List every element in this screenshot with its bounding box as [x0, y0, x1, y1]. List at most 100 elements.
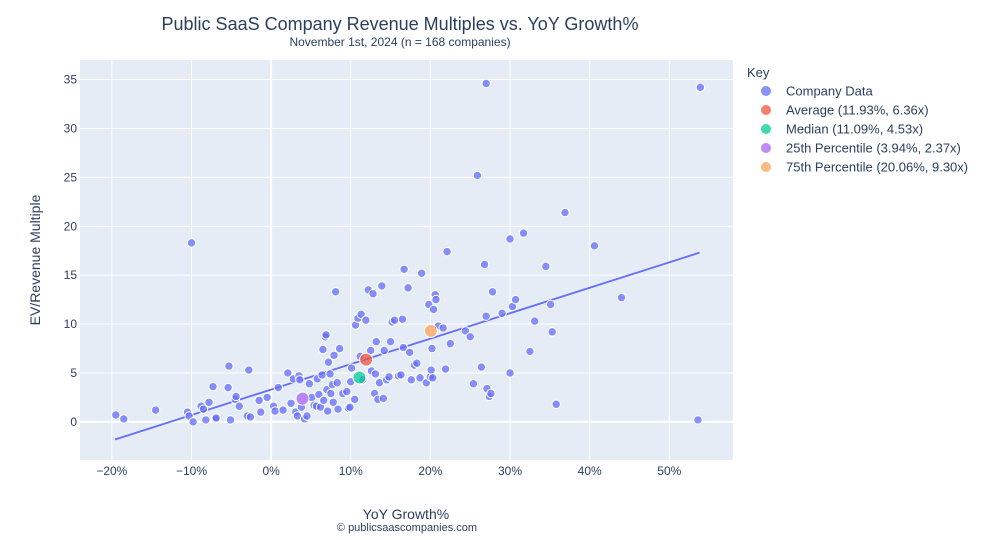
- data-point[interactable]: [487, 287, 498, 297]
- legend-label[interactable]: Median (11.09%, 4.53x): [786, 122, 923, 137]
- data-point[interactable]: [541, 261, 551, 272]
- data-point[interactable]: [695, 82, 706, 93]
- data-point[interactable]: [295, 375, 305, 385]
- data-point[interactable]: [525, 346, 535, 357]
- data-point[interactable]: [497, 308, 507, 319]
- data-point[interactable]: [518, 228, 529, 238]
- data-point[interactable]: [481, 78, 491, 89]
- data-point[interactable]: [398, 342, 409, 353]
- data-point[interactable]: [479, 259, 490, 270]
- data-point[interactable]: [326, 388, 336, 399]
- data-point[interactable]: [379, 345, 389, 356]
- data-point[interactable]: [223, 382, 233, 393]
- data-point[interactable]: [278, 405, 288, 415]
- data-point[interactable]: [406, 375, 416, 385]
- data-points[interactable]: [111, 78, 706, 427]
- data-point[interactable]: [234, 401, 244, 411]
- data-point[interactable]: [476, 362, 487, 372]
- data-point[interactable]: [427, 343, 437, 354]
- data-point[interactable]: [693, 415, 703, 425]
- data-point[interactable]: [428, 373, 438, 383]
- data-point[interactable]: [371, 336, 381, 347]
- data-point[interactable]: [397, 314, 408, 324]
- data-point[interactable]: [416, 268, 427, 278]
- data-point[interactable]: [329, 350, 339, 361]
- data-point[interactable]: [231, 391, 241, 402]
- data-point[interactable]: [505, 368, 515, 378]
- data-point[interactable]: [283, 368, 293, 378]
- data-point[interactable]: [318, 344, 328, 355]
- data-point[interactable]: [377, 281, 387, 291]
- data-point[interactable]: [244, 365, 254, 375]
- data-point[interactable]: [302, 411, 312, 421]
- data-point[interactable]: [245, 412, 256, 422]
- data-point[interactable]: [334, 343, 345, 354]
- data-point[interactable]: [426, 365, 436, 375]
- data-point[interactable]: [211, 413, 221, 423]
- data-point[interactable]: [415, 373, 425, 383]
- data-point[interactable]: [304, 379, 315, 389]
- data-point[interactable]: [286, 398, 296, 408]
- data-point[interactable]: [333, 404, 343, 414]
- data-point[interactable]: [445, 338, 455, 349]
- data-point[interactable]: [350, 394, 360, 405]
- data-point[interactable]: [270, 406, 280, 416]
- data-point[interactable]: [589, 241, 600, 251]
- data-point[interactable]: [486, 388, 496, 399]
- data-point[interactable]: [225, 415, 236, 425]
- data-point[interactable]: [201, 415, 211, 425]
- data-point[interactable]: [330, 287, 341, 297]
- data-point[interactable]: [254, 395, 264, 406]
- data-point[interactable]: [384, 372, 394, 382]
- legend-label[interactable]: 75th Percentile (20.06%, 9.30x): [786, 160, 968, 175]
- data-point[interactable]: [547, 327, 557, 337]
- legend-label[interactable]: Average (11.93%, 6.36x): [786, 103, 929, 118]
- data-point[interactable]: [389, 315, 400, 325]
- data-point[interactable]: [442, 246, 452, 257]
- data-point[interactable]: [481, 311, 491, 321]
- data-point[interactable]: [119, 414, 129, 424]
- data-point[interactable]: [378, 393, 389, 404]
- data-point[interactable]: [412, 358, 422, 368]
- data-point[interactable]: [510, 294, 521, 305]
- data-point[interactable]: [150, 405, 161, 415]
- data-point[interactable]: [403, 283, 413, 293]
- data-point[interactable]: [399, 264, 409, 274]
- data-point[interactable]: [321, 330, 331, 340]
- data-point[interactable]: [328, 397, 338, 407]
- data-point[interactable]: [385, 336, 396, 347]
- summary-point[interactable]: [423, 323, 438, 338]
- data-point[interactable]: [262, 392, 272, 403]
- data-point[interactable]: [530, 316, 540, 326]
- data-point[interactable]: [370, 369, 381, 379]
- summary-point[interactable]: [352, 370, 367, 385]
- data-point[interactable]: [438, 323, 448, 333]
- data-point[interactable]: [317, 370, 327, 380]
- data-point[interactable]: [468, 379, 479, 389]
- data-point[interactable]: [111, 410, 121, 420]
- data-point[interactable]: [472, 170, 483, 181]
- data-point[interactable]: [368, 289, 378, 299]
- legend-label[interactable]: Company Data: [786, 84, 873, 99]
- data-point[interactable]: [346, 363, 357, 373]
- data-point[interactable]: [440, 364, 451, 374]
- legend-label[interactable]: 25th Percentile (3.94%, 2.37x): [786, 141, 961, 156]
- data-point[interactable]: [428, 304, 439, 315]
- data-point[interactable]: [323, 357, 334, 367]
- data-point[interactable]: [431, 294, 441, 305]
- summary-point[interactable]: [295, 391, 310, 406]
- data-point[interactable]: [273, 382, 283, 393]
- data-point[interactable]: [345, 402, 355, 412]
- data-point[interactable]: [361, 315, 371, 325]
- data-point[interactable]: [545, 299, 556, 310]
- data-point[interactable]: [332, 378, 342, 388]
- summary-point[interactable]: [359, 352, 374, 367]
- data-point[interactable]: [322, 406, 333, 416]
- data-point[interactable]: [186, 238, 197, 248]
- data-point[interactable]: [325, 369, 335, 379]
- data-point[interactable]: [551, 399, 561, 409]
- data-point[interactable]: [396, 370, 406, 380]
- data-point[interactable]: [465, 332, 475, 342]
- data-point[interactable]: [224, 361, 234, 371]
- data-point[interactable]: [404, 347, 415, 358]
